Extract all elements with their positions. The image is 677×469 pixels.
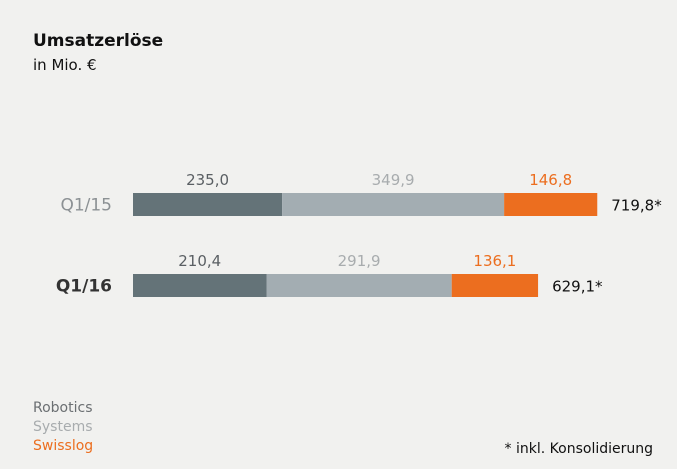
data-label-robotics: 235,0 [186, 171, 229, 189]
data-label-robotics: 210,4 [178, 252, 221, 270]
data-label-swisslog: 146,8 [529, 171, 572, 189]
bar-segment-systems [282, 193, 505, 216]
total-label: 629,1* [552, 278, 603, 296]
bar-segment-swisslog [504, 193, 598, 216]
legend-item-robotics: Robotics [33, 400, 93, 416]
footnote: * inkl. Konsolidierung [504, 441, 653, 457]
data-label-swisslog: 136,1 [473, 252, 516, 270]
data-label-systems: 291,9 [338, 252, 381, 270]
data-label-systems: 349,9 [372, 171, 415, 189]
legend-item-swisslog: Swisslog [33, 438, 94, 454]
total-label: 719,8* [611, 197, 662, 215]
bar-segment-swisslog [451, 274, 539, 297]
bar-segment-robotics [133, 193, 283, 216]
category-label: Q1/16 [56, 277, 112, 297]
legend-item-systems: Systems [33, 419, 93, 435]
category-label: Q1/15 [60, 196, 112, 216]
bar-segment-systems [266, 274, 452, 297]
legend: Robotics Systems Swisslog [33, 399, 93, 456]
chart-title: Umsatzerlöse [33, 31, 164, 51]
chart-subtitle: in Mio. € [33, 56, 97, 74]
bar-segment-robotics [133, 274, 267, 297]
